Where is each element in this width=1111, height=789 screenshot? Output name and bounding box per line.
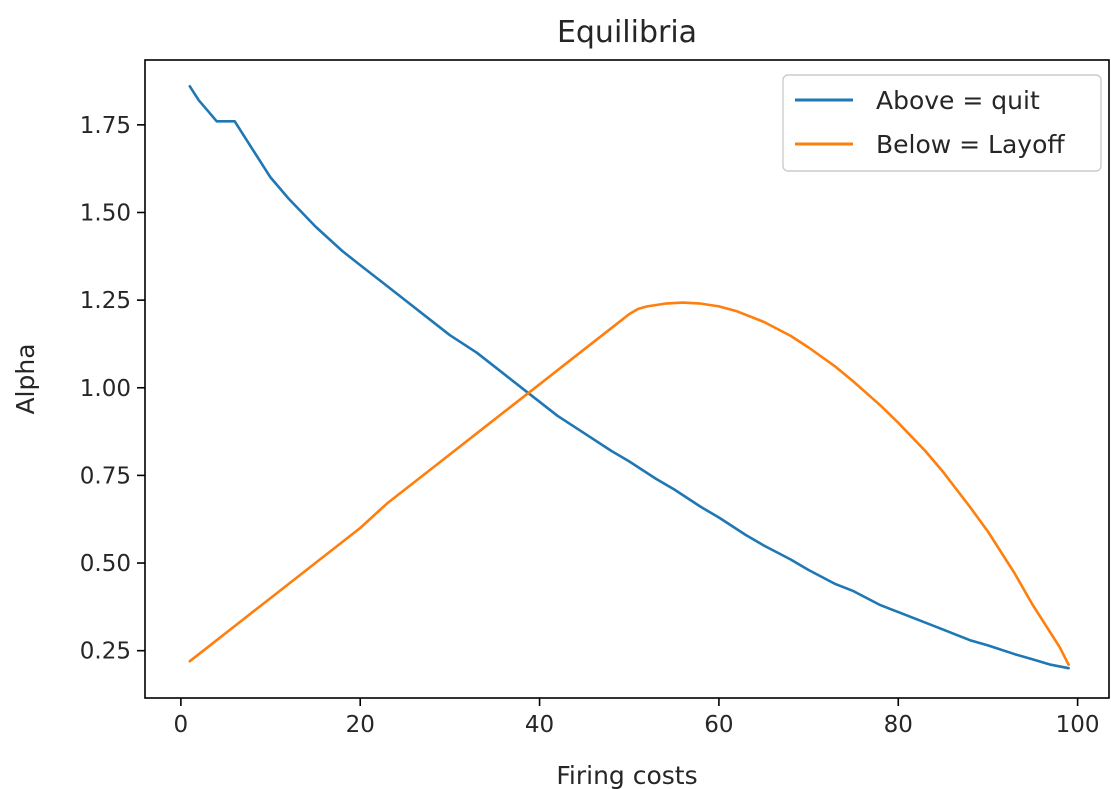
y-tick-label: 0.25 [80, 639, 131, 665]
x-tick-label: 0 [174, 712, 189, 738]
legend-box [782, 74, 1102, 172]
legend-label-1: Above = quit [876, 86, 1040, 115]
x-tick-label: 40 [525, 712, 554, 738]
y-axis-label: Alpha [11, 343, 40, 414]
legend: Above = quit Below = Layoff [782, 74, 1102, 172]
x-axis-label: Firing costs [556, 761, 697, 789]
y-tick-label: 0.50 [80, 551, 131, 577]
axis-ticks: 0 20 40 60 80 100 0.25 0.50 0.75 1.00 1.25 1.50 1.75 [80, 113, 1100, 738]
y-tick-label: 1.50 [80, 200, 131, 226]
chart-title: Equilibria [557, 15, 697, 50]
x-tick-label: 20 [346, 712, 375, 738]
y-tick-label: 1.25 [80, 288, 131, 314]
y-tick-label: 0.75 [80, 463, 131, 489]
x-tick-label: 80 [884, 712, 913, 738]
series-line-1 [188, 85, 1070, 670]
series-line-2 [188, 301, 1070, 667]
plot-area [188, 85, 1070, 670]
x-tick-label: 100 [1056, 712, 1100, 738]
legend-label-2: Below = Layoff [876, 130, 1065, 159]
y-tick-label: 1.75 [80, 113, 131, 139]
x-tick-label: 60 [704, 712, 733, 738]
plot-frame [144, 59, 1110, 699]
y-tick-label: 1.00 [80, 376, 131, 402]
